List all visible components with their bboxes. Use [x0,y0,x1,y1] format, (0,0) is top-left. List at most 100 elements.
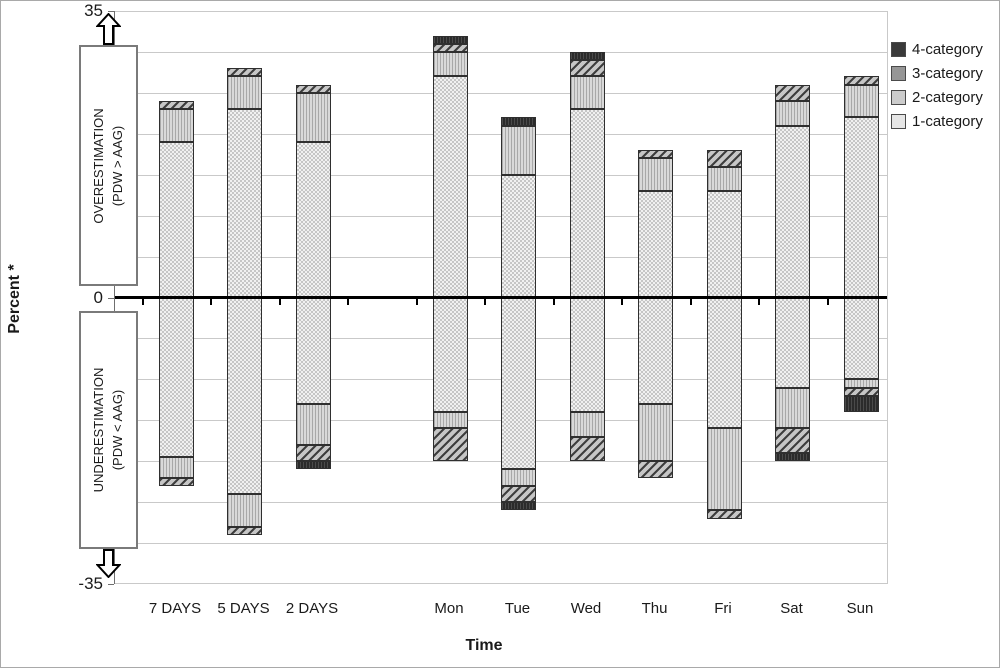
x-tick-label-sun: Sun [846,600,874,617]
x-tick-label-7-days: 7 DAYS [148,600,202,617]
bar-segment-3-category [295,84,331,93]
gridline [115,583,887,584]
bar-segment-1-category [843,117,879,298]
legend-swatch-3-category [891,65,906,81]
bar-5-days [227,11,262,584]
bar-segment-1-category [569,109,605,298]
bar-segment-2-category [432,412,468,429]
bar-segment-2-category [843,84,879,118]
bar-segment-2-category [227,76,262,110]
x-tick-label-2-days: 2 DAYS [285,600,339,617]
bar-segment-1-category [227,109,262,298]
bar-segment-3-category [638,461,673,478]
plot-area [114,11,888,584]
legend-label: 2-category [912,88,983,106]
x-tick-mark [826,299,829,305]
y-tick-label: 0 [93,287,103,307]
bar-segment-1-category [501,174,536,298]
bar-7-days [158,11,194,584]
zero-axis-line [115,296,887,299]
bar-segment-1-category [775,125,810,298]
x-tick-mark [210,299,213,305]
underestimation-label: UNDERESTIMATION (PDW < AAG) [90,367,125,493]
x-tick-label-wed: Wed [570,600,602,617]
x-tick-mark [689,299,692,305]
y-tick-mark [108,584,114,585]
legend-item-1-category: 1-category [891,109,983,133]
bar-segment-1-category [295,297,331,404]
y-axis-title: Percent * [6,264,23,334]
bar-segment-3-category [158,477,194,486]
bar-segment-3-category [569,436,605,462]
x-tick-mark [141,299,144,305]
bar-segment-2-category [158,109,194,142]
x-tick-label-tue: Tue [504,600,531,617]
bar-segment-2-category [638,403,673,462]
gridline [115,11,887,12]
legend-item-4-category: 4-category [891,37,983,61]
bar-segment-2-category [501,469,536,486]
bar-segment-1-category [775,297,810,388]
bar-segment-4-category [432,35,468,44]
legend-swatch-4-category [891,41,906,57]
legend-label: 1-category [912,112,983,130]
bar-segment-2-category [843,379,879,388]
bar-segment-1-category [158,141,194,298]
bar-segment-1-category [706,297,742,429]
down-block-arrow-icon [96,549,121,578]
bar-segment-3-category [295,444,331,462]
bar-sat [775,11,810,584]
x-tick-label-5-days: 5 DAYS [217,600,270,617]
x-tick-mark [484,299,487,305]
legend-swatch-1-category [891,113,906,129]
x-tick-mark [347,299,350,305]
y-tick-mark [108,297,114,299]
bar-segment-2-category [638,158,673,192]
bar-segment-2-category [295,92,331,142]
bar-segment-4-category [501,117,536,126]
bar-fri [706,11,742,584]
bar-segment-3-category [775,428,810,454]
gridline [115,543,887,545]
gridline [115,51,887,53]
x-tick-label-fri: Fri [714,600,732,617]
bar-segment-1-category [706,191,742,298]
bar-segment-1-category [432,297,468,413]
x-tick-label-thu: Thu [641,600,668,617]
bar-segment-3-category [706,510,742,519]
bar-segment-3-category [638,150,673,159]
x-tick-mark [278,299,281,305]
x-tick-mark [621,299,624,305]
y-tick-label: 35 [84,1,103,20]
bar-segment-2-category [158,457,194,478]
bar-segment-3-category [775,84,810,102]
bar-segment-2-category [775,387,810,429]
overestimation-label-box: OVERESTIMATION (PDW > AAG) [79,45,138,286]
bar-segment-3-category [706,150,742,167]
bar-2-days [295,11,331,584]
bar-segment-1-category [295,141,331,298]
x-axis-title: Time [465,637,503,654]
bar-segment-2-category [569,76,605,110]
bar-segment-1-category [227,297,262,494]
bar-segment-2-category [227,493,262,527]
bar-mon [432,11,468,584]
up-block-arrow-icon [96,13,121,45]
bar-segment-3-category [843,387,879,396]
bar-segment-3-category [432,43,468,52]
bar-tue [501,11,536,584]
bar-segment-1-category [432,76,468,298]
bar-segment-4-category [569,51,605,61]
bar-segment-3-category [227,68,262,77]
gridline [115,92,887,94]
bar-segment-2-category [501,125,536,175]
bar-segment-3-category [227,526,262,535]
bar-segment-3-category [432,428,468,462]
legend-label: 3-category [912,64,983,82]
legend-item-2-category: 2-category [891,85,983,109]
overestimation-label: OVERESTIMATION (PDW > AAG) [90,107,125,224]
bar-segment-3-category [501,485,536,503]
bar-segment-1-category [638,191,673,298]
bar-thu [638,11,673,584]
